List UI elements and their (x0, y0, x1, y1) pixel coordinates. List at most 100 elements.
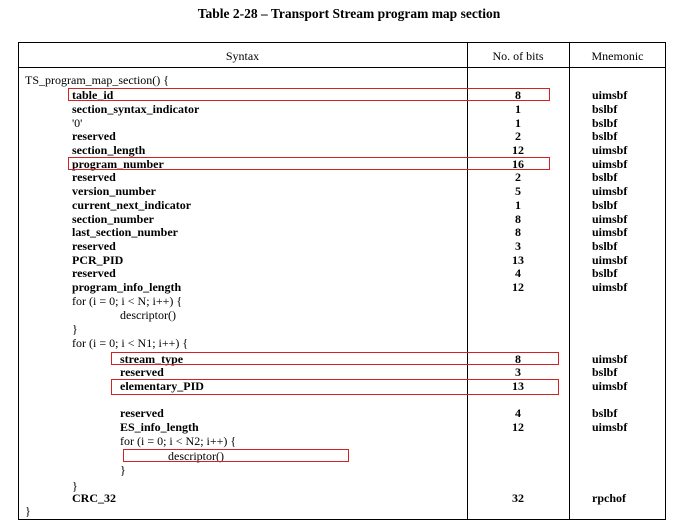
syntax-cell: reserved (72, 239, 116, 253)
table-row: TS_program_map_section() { (0, 73, 698, 87)
table-row: current_next_indicator 1 bslbf (0, 198, 698, 212)
table-row: reserved 2 bslbf (0, 129, 698, 143)
mnemonic-cell: bslbf (592, 198, 618, 212)
syntax-cell: PCR_PID (72, 253, 124, 267)
syntax-cell: for (i = 0; i < N; i++) { (72, 294, 183, 308)
mnemonic-cell: uimsbf (592, 88, 628, 102)
bits-cell: 8 (515, 88, 521, 102)
syntax-cell: CRC_32 (72, 491, 116, 505)
syntax-cell: program_info_length (72, 280, 182, 294)
table-row: reserved 4 bslbf (0, 266, 698, 280)
header-mnemonic: Mnemonic (591, 49, 644, 63)
table-row: for (i = 0; i < N; i++) { (0, 294, 698, 308)
bits-cell: 12 (512, 143, 524, 157)
header-bits: No. of bits (492, 49, 544, 63)
table-row: table_id 8 uimsbf (0, 88, 698, 102)
syntax-cell: for (i = 0; i < N2; i++) { (120, 434, 237, 448)
header-divider (18, 67, 666, 68)
syntax-cell: } (72, 322, 78, 336)
table-row: CRC_32 32 rpchof (0, 491, 698, 505)
mnemonic-cell: uimsbf (592, 379, 628, 393)
table-row: section_length 12 uimsbf (0, 143, 698, 157)
mnemonic-cell: bslbf (592, 170, 618, 184)
mnemonic-cell: uimsbf (592, 280, 628, 294)
table-row: version_number 5 uimsbf (0, 184, 698, 198)
table-row: program_number 16 uimsbf (0, 157, 698, 171)
bits-cell: 13 (512, 253, 524, 267)
mnemonic-cell: bslbf (592, 116, 618, 130)
bits-cell: 8 (515, 352, 521, 366)
table-row: ES_info_length 12 uimsbf (0, 420, 698, 434)
syntax-cell: stream_type (120, 352, 184, 366)
table-row: PCR_PID 13 uimsbf (0, 253, 698, 267)
syntax-cell: section_number (72, 212, 154, 226)
bits-cell: 1 (515, 102, 521, 116)
highlight-program-number (68, 157, 550, 170)
syntax-cell: section_syntax_indicator (72, 102, 200, 116)
table-row: section_number 8 uimsbf (0, 212, 698, 226)
table-row: for (i = 0; i < N1; i++) { (0, 336, 698, 350)
mnemonic-cell: bslbf (592, 365, 618, 379)
table-row: descriptor() (0, 308, 698, 322)
syntax-cell: elementary_PID (120, 379, 204, 393)
bits-cell: 1 (515, 198, 521, 212)
table-row: reserved 3 bslbf (0, 239, 698, 253)
highlight-es-descriptor (123, 449, 349, 462)
table-row: stream_type 8 uimsbf (0, 352, 698, 366)
table-row: last_section_number 8 uimsbf (0, 225, 698, 239)
mnemonic-cell: bslbf (592, 129, 618, 143)
mnemonic-cell: uimsbf (592, 352, 628, 366)
syntax-cell: } (25, 504, 31, 518)
syntax-cell: reserved (72, 266, 116, 280)
mnemonic-cell: uimsbf (592, 184, 628, 198)
table-frame (18, 42, 666, 520)
syntax-cell: table_id (72, 88, 114, 102)
table-row: reserved 4 bslbf (0, 406, 698, 420)
bits-cell: 8 (515, 225, 521, 239)
syntax-cell: reserved (120, 406, 164, 420)
highlight-elementary-pid (111, 379, 559, 395)
table-row: elementary_PID 13 uimsbf (0, 379, 698, 393)
mnemonic-cell: uimsbf (592, 157, 628, 171)
bits-cell: 2 (515, 170, 521, 184)
table-title: Table 2-28 – Transport Stream program ma… (197, 6, 501, 21)
syntax-cell: reserved (72, 129, 116, 143)
header-syntax: Syntax (225, 49, 260, 63)
syntax-cell: current_next_indicator (72, 198, 192, 212)
bits-cell: 13 (512, 379, 524, 393)
syntax-cell: for (i = 0; i < N1; i++) { (72, 336, 189, 350)
bits-cell: 12 (512, 420, 524, 434)
mnemonic-cell: uimsbf (592, 143, 628, 157)
table-row: } (0, 479, 698, 493)
bits-cell: 32 (512, 491, 524, 505)
mnemonic-cell: uimsbf (592, 420, 628, 434)
table-row: reserved 3 bslbf (0, 365, 698, 379)
syntax-cell: last_section_number (72, 225, 178, 239)
mnemonic-cell: uimsbf (592, 253, 628, 267)
table-row: reserved 2 bslbf (0, 170, 698, 184)
mnemonic-cell: bslbf (592, 102, 618, 116)
syntax-cell: '0' (72, 116, 83, 130)
mnemonic-cell: bslbf (592, 239, 618, 253)
bits-cell: 5 (515, 184, 521, 198)
bits-cell: 3 (515, 239, 521, 253)
syntax-cell: } (72, 479, 78, 493)
syntax-cell: TS_program_map_section() { (25, 73, 170, 87)
mnemonic-cell: bslbf (592, 406, 618, 420)
table-row: section_syntax_indicator 1 bslbf (0, 102, 698, 116)
table-row: '0' 1 bslbf (0, 116, 698, 130)
syntax-cell: version_number (72, 184, 156, 198)
syntax-cell: descriptor() (168, 449, 224, 463)
highlight-stream-type (111, 352, 559, 365)
bits-cell: 4 (515, 266, 521, 280)
table-row: for (i = 0; i < N2; i++) { (0, 434, 698, 448)
syntax-cell: program_number (72, 157, 164, 171)
bits-cell: 8 (515, 212, 521, 226)
bits-cell: 12 (512, 280, 524, 294)
syntax-cell: reserved (72, 170, 116, 184)
bits-cell: 4 (515, 406, 521, 420)
bits-cell: 2 (515, 129, 521, 143)
bits-cell: 3 (515, 365, 521, 379)
table-row: program_info_length 12 uimsbf (0, 280, 698, 294)
syntax-cell: descriptor() (120, 308, 176, 322)
